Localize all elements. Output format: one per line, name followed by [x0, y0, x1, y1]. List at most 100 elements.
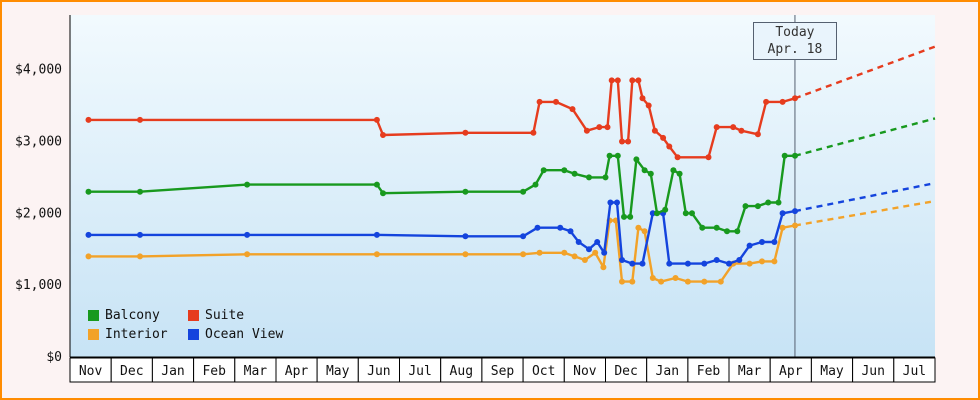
- month-label: Aug: [450, 364, 473, 379]
- series-point-suite: [380, 132, 386, 138]
- series-point-balcony: [676, 170, 683, 177]
- series-point-suite: [754, 131, 761, 138]
- series-point-suite: [730, 124, 737, 131]
- series-point-suite: [85, 116, 92, 123]
- series-point-ocean-view: [586, 246, 592, 253]
- y-tick-label: $3,000: [15, 135, 62, 150]
- series-point-ocean-view: [779, 210, 786, 217]
- today-marker-line2: Apr. 18: [767, 42, 823, 57]
- series-point-ocean-view: [666, 260, 673, 267]
- legend-label-ocean-view: Ocean View: [205, 327, 284, 342]
- today-marker-label: Today Apr. 18: [752, 22, 837, 60]
- y-tick-label: $2,000: [15, 206, 62, 221]
- series-point-suite: [792, 95, 798, 102]
- month-cell: [69, 357, 112, 383]
- month-cell: [357, 357, 400, 383]
- series-point-interior: [701, 278, 708, 285]
- series-point-balcony: [765, 199, 772, 206]
- month-label: Dec: [120, 364, 143, 379]
- month-label: May: [820, 364, 844, 379]
- series-point-balcony: [775, 199, 782, 206]
- series-point-interior: [520, 251, 527, 258]
- month-cell: [605, 357, 648, 383]
- series-point-ocean-view: [684, 260, 691, 267]
- series-point-interior: [759, 258, 765, 265]
- series-point-ocean-view: [244, 231, 251, 238]
- series-point-balcony: [792, 152, 798, 159]
- series-point-balcony: [571, 170, 578, 177]
- series-point-interior: [581, 257, 588, 263]
- today-marker-line1: Today: [775, 25, 815, 40]
- series-point-balcony: [602, 174, 609, 181]
- series-point-interior: [771, 258, 778, 265]
- month-label: Apr: [779, 364, 803, 379]
- legend-swatch-interior: [88, 329, 99, 340]
- series-point-balcony: [614, 152, 621, 159]
- legend-swatch-ocean-view: [188, 329, 199, 340]
- series-point-balcony: [670, 167, 677, 174]
- series-point-suite: [713, 124, 720, 131]
- series-point-suite: [674, 154, 681, 161]
- series-point-suite: [629, 77, 636, 84]
- series-point-suite: [738, 127, 745, 134]
- series-point-balcony: [137, 188, 143, 195]
- series-point-suite: [373, 116, 380, 123]
- series-point-interior: [561, 249, 568, 256]
- legend-label-interior: Interior: [105, 327, 168, 342]
- series-point-ocean-view: [614, 199, 620, 206]
- month-cell: [810, 357, 854, 383]
- series-point-interior: [592, 249, 599, 256]
- y-tick-label: $0: [46, 350, 62, 365]
- series-point-suite: [779, 98, 786, 105]
- month-cell: [399, 357, 442, 383]
- month-cell: [481, 357, 524, 383]
- series-point-ocean-view: [520, 233, 527, 240]
- series-point-interior: [536, 249, 543, 256]
- legend-swatch-suite: [188, 310, 199, 321]
- series-point-suite: [569, 106, 576, 113]
- series-point-ocean-view: [726, 260, 732, 267]
- series-point-balcony: [734, 228, 741, 235]
- series-point-interior: [658, 278, 665, 285]
- series-point-interior: [792, 222, 798, 229]
- series-projection-ocean-view: [794, 181, 936, 213]
- series-point-suite: [645, 102, 652, 109]
- series-point-ocean-view: [713, 257, 720, 263]
- series-point-balcony: [621, 213, 627, 220]
- series-point-balcony: [606, 152, 613, 159]
- series-point-ocean-view: [736, 257, 743, 263]
- month-cell: [522, 357, 565, 383]
- series-point-suite: [614, 77, 621, 84]
- month-cell: [687, 357, 730, 383]
- series-point-interior: [137, 253, 143, 260]
- series-point-suite: [660, 134, 667, 141]
- series-point-balcony: [85, 188, 92, 195]
- series-point-balcony: [647, 170, 654, 177]
- series-point-suite: [635, 77, 642, 84]
- series-projection-suite: [794, 45, 936, 100]
- series-point-suite: [137, 116, 143, 123]
- series-point-balcony: [586, 174, 592, 181]
- legend-swatch-balcony: [88, 310, 99, 321]
- month-label: Oct: [532, 364, 555, 379]
- series-point-balcony: [742, 203, 749, 210]
- month-cell: [852, 357, 895, 383]
- month-label: Jan: [161, 364, 184, 379]
- month-label: Mar: [244, 364, 268, 379]
- month-label: Jul: [903, 364, 926, 379]
- series-point-suite: [625, 138, 632, 145]
- series-point-suite: [596, 124, 603, 131]
- series-point-ocean-view: [619, 257, 625, 263]
- series-point-balcony: [532, 181, 539, 188]
- series-point-suite: [619, 138, 625, 145]
- plot-background: [70, 15, 935, 357]
- series-point-interior: [619, 278, 625, 285]
- series-point-balcony: [689, 210, 695, 217]
- series-point-ocean-view: [534, 224, 541, 231]
- series-point-ocean-view: [771, 239, 778, 245]
- y-tick-label: $1,000: [15, 278, 62, 293]
- series-point-interior: [600, 264, 607, 271]
- series-point-ocean-view: [649, 210, 656, 217]
- series-point-balcony: [641, 167, 648, 174]
- series-point-balcony: [713, 224, 720, 231]
